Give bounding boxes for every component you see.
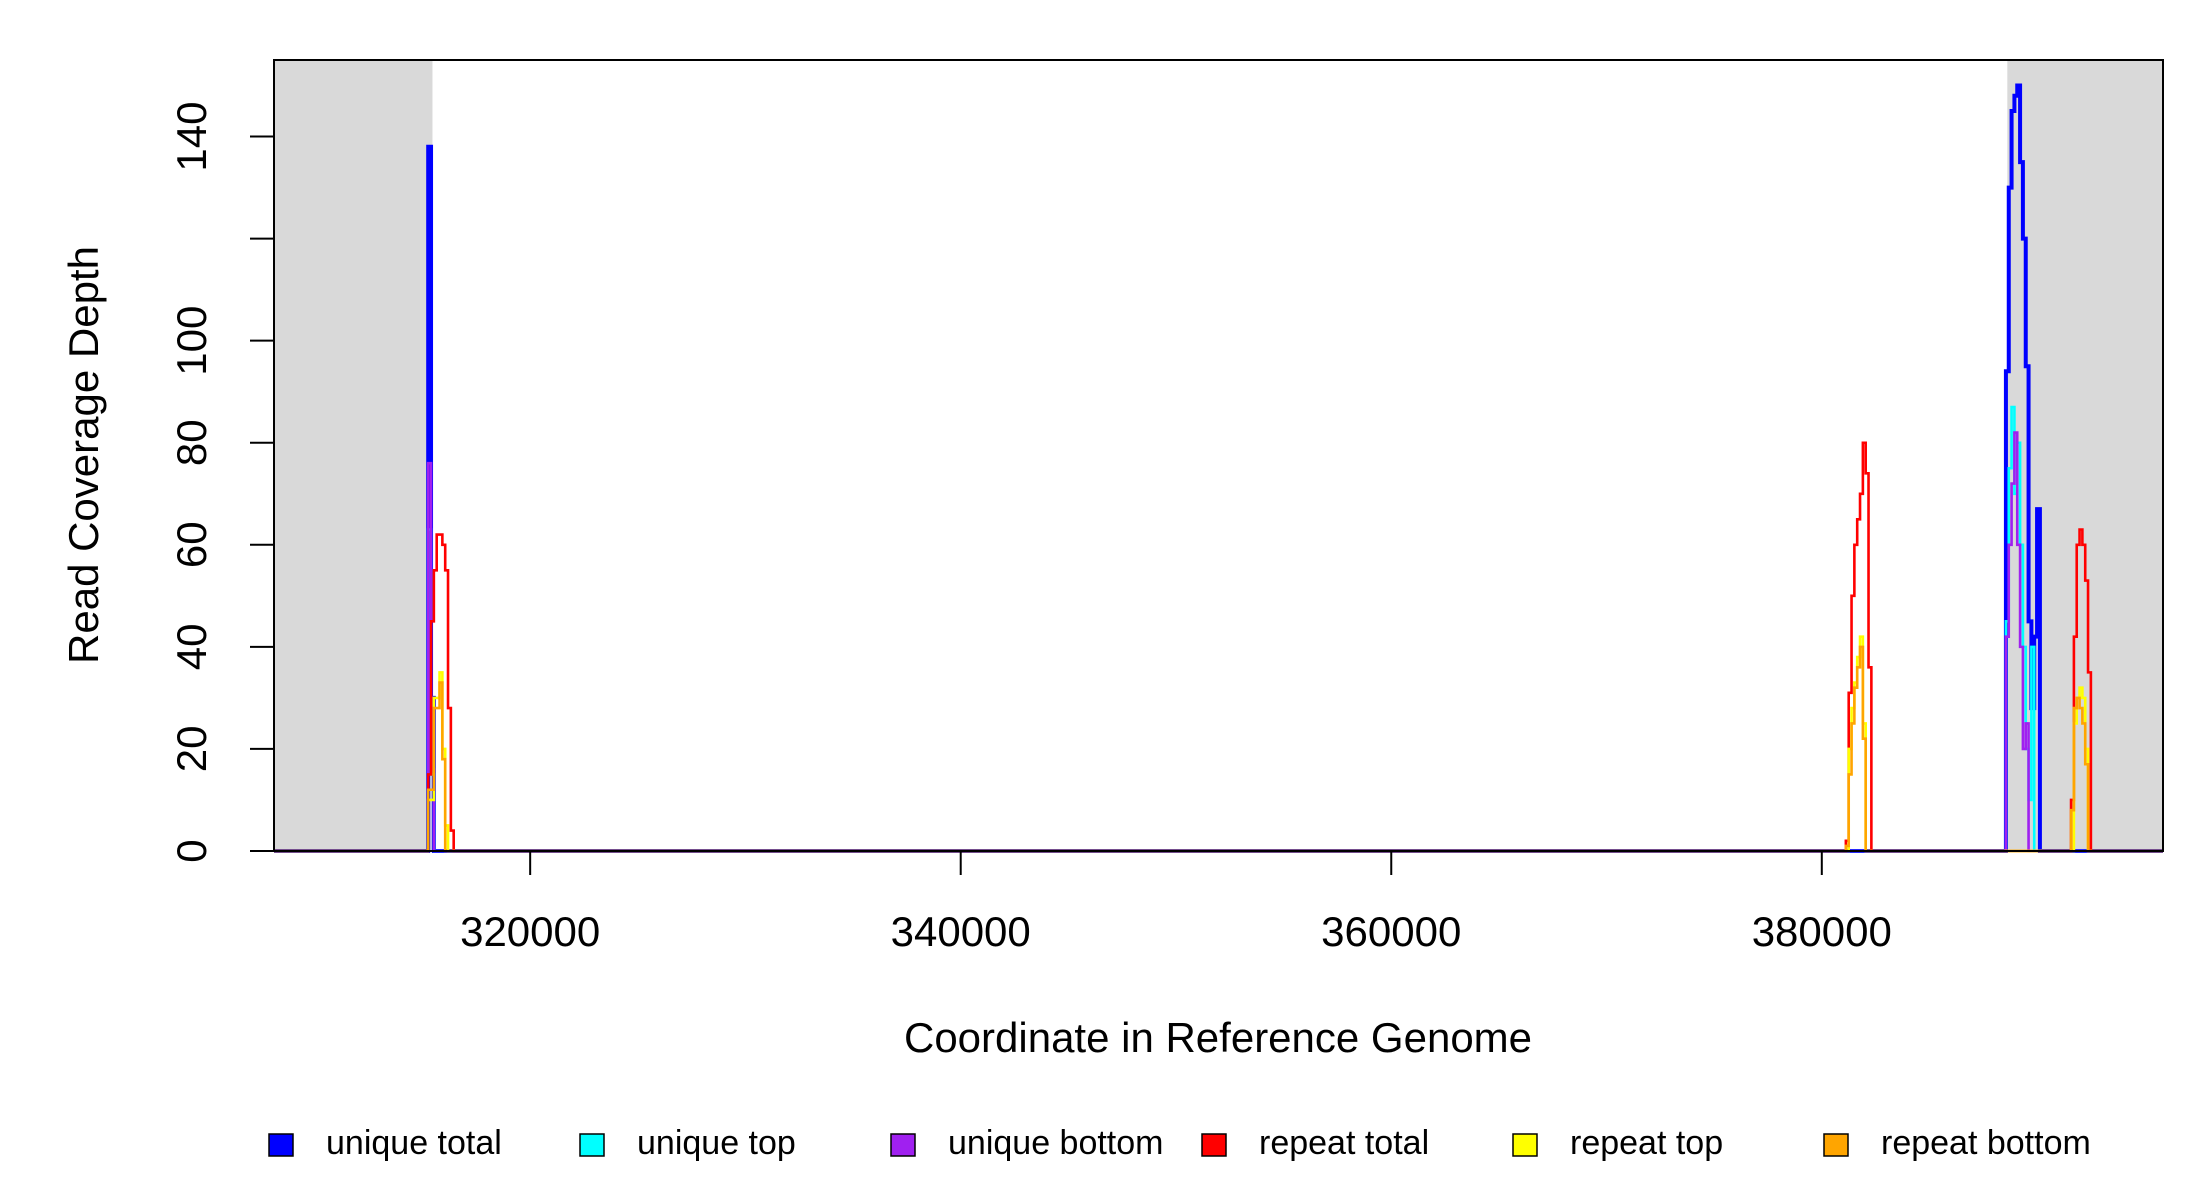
- x-tick-label: 360000: [1321, 908, 1461, 955]
- series-line: [274, 441, 2163, 853]
- legend-label: repeat bottom: [1881, 1124, 2091, 1162]
- legend-label: repeat top: [1570, 1124, 1723, 1162]
- y-tick-label: 0: [168, 839, 215, 862]
- y-tick-label: 140: [168, 102, 215, 172]
- y-tick-label: 20: [168, 726, 215, 773]
- series-line: [274, 431, 2163, 853]
- series-line: [274, 635, 2163, 853]
- legend-item: unique bottom: [890, 1124, 1164, 1162]
- y-tick-label: 40: [168, 624, 215, 671]
- legend-swatch: [1823, 1133, 1849, 1157]
- y-tick-label: 100: [168, 306, 215, 376]
- legend-item: repeat total: [1201, 1124, 1429, 1162]
- legend-label: repeat total: [1259, 1124, 1429, 1162]
- y-tick-label: 80: [168, 419, 215, 466]
- series-line: [274, 83, 2163, 853]
- legend-swatch: [1512, 1133, 1538, 1157]
- y-tick-label: 60: [168, 521, 215, 568]
- legend-item: repeat bottom: [1823, 1124, 2091, 1162]
- legend-label: unique total: [326, 1124, 502, 1162]
- x-tick-label: 380000: [1752, 908, 1892, 955]
- legend-swatch: [579, 1133, 605, 1157]
- x-axis-title: Coordinate in Reference Genome: [904, 1014, 1532, 1061]
- legend-label: unique top: [637, 1124, 796, 1162]
- legend-item: unique top: [579, 1124, 796, 1162]
- plot-frame: [273, 59, 2164, 852]
- legend-swatch: [890, 1133, 916, 1157]
- legend-swatch: [1201, 1133, 1227, 1157]
- legend-swatch: [268, 1133, 294, 1157]
- x-tick-label: 340000: [891, 908, 1031, 955]
- legend-label: unique bottom: [948, 1124, 1164, 1162]
- x-tick-label: 320000: [460, 908, 600, 955]
- y-axis-title: Read Coverage Depth: [60, 246, 107, 664]
- legend-item: unique total: [268, 1124, 502, 1162]
- legend-item: repeat top: [1512, 1124, 1723, 1162]
- series-line: [274, 645, 2163, 853]
- series-line: [274, 405, 2163, 853]
- shaded-region: [274, 60, 433, 851]
